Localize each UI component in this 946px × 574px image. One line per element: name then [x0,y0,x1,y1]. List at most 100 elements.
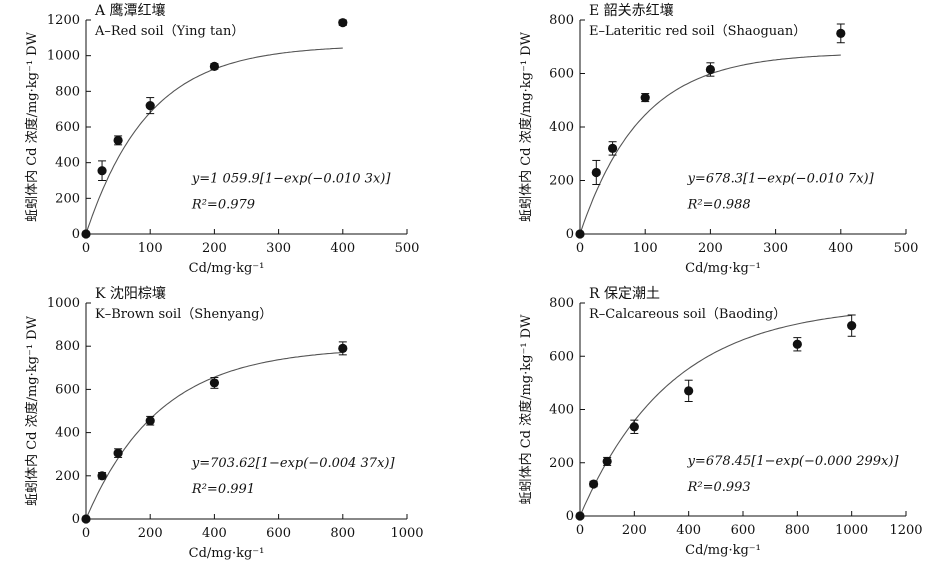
y-tick-label: 0 [566,227,574,242]
data-point [338,343,348,353]
y-axis-label: 蚯蚓体内 Cd 浓度/mg·kg⁻¹ DW [24,31,40,222]
x-axis-label: Cd/mg·kg⁻¹ [685,543,761,558]
x-tick-label: 0 [82,241,90,256]
data-point [575,229,585,239]
y-tick-label: 200 [549,456,574,471]
panel-title: E 韶关赤红壤 [589,2,674,19]
x-tick-label: 200 [138,526,163,541]
y-tick-label: 200 [549,174,574,189]
x-tick-label: 0 [82,526,90,541]
data-point [113,448,123,458]
data-point [81,514,91,524]
y-axis-label: 蚯蚓体内 Cd 浓度/mg·kg⁻¹ DW [518,31,534,222]
x-tick-label: 400 [676,523,701,538]
fit-equation: y=678.45[1−exp(−0.000 299x)] [687,454,900,469]
fit-r-squared: R²=0.993 [687,480,751,495]
fit-equation: y=1 059.9[1−exp(−0.010 3x)] [191,172,391,187]
chart-panel-2: 0 200 400 600 800 1000 0 200 400 600 800 1000 K 沈阳棕壤… [24,285,424,561]
chart-panel-0: 0 100 200 300 400 500 0 200 400 600 800 1000 1200 A 鹰… [24,2,419,276]
y-tick-label: 1200 [47,13,80,28]
y-tick-label: 200 [55,191,80,206]
y-tick-label: 400 [55,426,80,441]
x-tick-label: 800 [330,526,355,541]
x-tick-label: 500 [395,241,420,256]
fit-r-squared: R²=0.991 [191,482,255,497]
data-point [588,479,599,489]
x-tick-label: 300 [763,241,788,256]
data-point [640,92,650,103]
y-tick-label: 800 [549,296,574,311]
data-point [145,416,155,426]
x-tick-label: 1000 [390,526,423,541]
x-tick-label: 100 [138,241,163,256]
x-tick-label: 200 [622,523,647,538]
data-point [629,422,639,432]
x-tick-label: 1200 [889,523,922,538]
y-tick-label: 0 [566,509,574,524]
data-point [209,378,219,388]
y-tick-label: 800 [55,339,80,354]
panel-title: R 保定潮土 [589,286,660,302]
y-tick-label: 800 [55,84,80,99]
y-tick-label: 800 [549,13,574,28]
y-tick-label: 600 [55,382,80,397]
y-tick-label: 1000 [47,49,80,64]
x-tick-label: 0 [576,523,584,538]
panel-title: K 沈阳棕壤 [95,285,166,302]
chart-panel-1: 0 100 200 300 400 500 0 200 400 600 800 E 韶关赤红壤 E–La… [518,2,918,276]
x-tick-label: 1000 [835,523,868,538]
data-point [591,167,601,178]
fit-r-squared: R²=0.988 [687,198,751,213]
x-tick-label: 300 [266,241,291,256]
y-axis-label: 蚯蚓体内 Cd 浓度/mg·kg⁻¹ DW [24,315,40,506]
data-point [81,229,91,239]
data-point [145,101,155,111]
data-point [113,135,123,145]
x-tick-label: 500 [894,241,919,256]
data-point [602,456,612,467]
data-point [792,339,802,349]
x-axis-label: Cd/mg·kg⁻¹ [189,261,265,276]
panel-subtitle: K–Brown soil（Shenyang） [95,307,272,322]
data-point [97,471,107,481]
y-tick-label: 0 [72,227,80,242]
panel-subtitle: A–Red soil（Ying tan） [94,24,244,39]
y-tick-label: 400 [55,156,80,171]
x-tick-label: 400 [202,526,227,541]
data-point [836,28,846,38]
data-point [338,18,348,28]
y-tick-label: 600 [549,349,574,364]
panel-subtitle: E–Lateritic red soil（Shaoguan） [589,24,806,39]
y-tick-label: 400 [549,120,574,135]
x-tick-label: 400 [828,241,853,256]
panel-subtitle: R–Calcareous soil（Baoding） [589,307,786,322]
panel-title: A 鹰潭红壤 [94,2,166,19]
x-tick-label: 100 [633,241,658,256]
y-tick-label: 200 [55,469,80,484]
y-tick-label: 400 [549,403,574,418]
data-point [575,511,585,521]
y-tick-label: 600 [55,120,80,135]
y-tick-label: 0 [72,512,80,527]
x-tick-label: 800 [785,523,810,538]
y-tick-label: 1000 [47,296,80,311]
data-point [209,61,219,71]
x-axis-label: Cd/mg·kg⁻¹ [685,261,761,276]
x-tick-label: 200 [202,241,227,256]
fit-curve [579,314,852,517]
fit-r-squared: R²=0.979 [191,198,255,213]
y-tick-label: 600 [549,67,574,82]
chart-panel-3: 0 200 400 600 800 1000 1200 0 200 400 600 800 R 保定潮土… [518,286,923,558]
x-tick-label: 0 [576,241,584,256]
data-point [97,166,107,176]
data-point [847,321,857,331]
data-point [684,386,694,396]
x-tick-label: 600 [731,523,756,538]
fit-equation: y=703.62[1−exp(−0.004 37x)] [191,456,396,471]
x-tick-label: 600 [266,526,291,541]
x-tick-label: 200 [698,241,723,256]
y-axis-label: 蚯蚓体内 Cd 浓度/mg·kg⁻¹ DW [518,314,534,505]
data-point [608,143,618,153]
data-point [705,64,716,75]
